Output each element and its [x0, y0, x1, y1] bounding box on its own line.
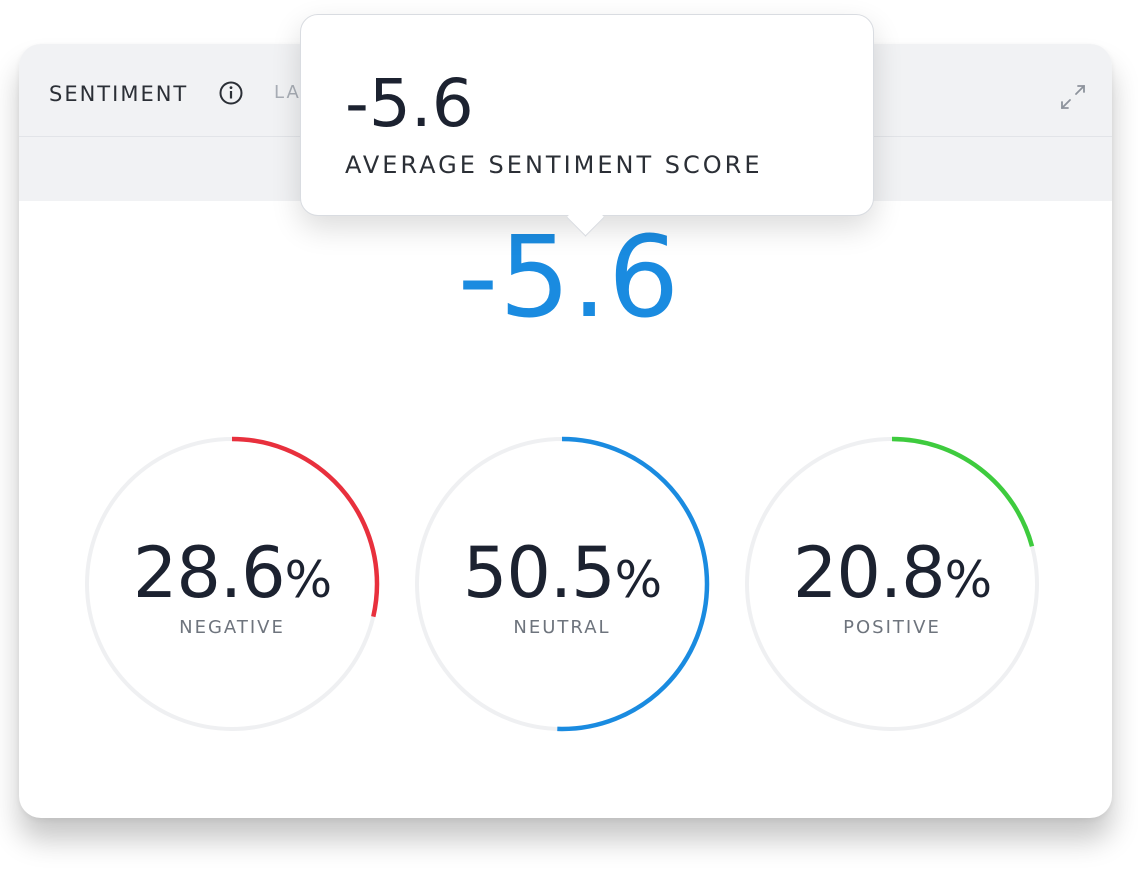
- gauge-label: POSITIVE: [843, 617, 941, 638]
- gauge-neutral: 50.5% NEUTRAL: [410, 432, 714, 736]
- gauge-value: 20.8%: [740, 538, 1044, 615]
- widget-title: SENTIMENT: [49, 82, 189, 106]
- gauge-value: 28.6%: [80, 538, 384, 615]
- average-sentiment-score: -5.6: [457, 213, 681, 343]
- gauge-unit: %: [614, 551, 663, 609]
- gauge-number: 28.6: [132, 532, 286, 614]
- gauge-arc-neutral: [414, 436, 710, 732]
- gauge-unit: %: [284, 551, 333, 609]
- tooltip-label: AVERAGE SENTIMENT SCORE: [345, 151, 763, 179]
- gauge-arc-positive: [744, 436, 1040, 732]
- gauge-label: NEGATIVE: [179, 617, 285, 638]
- widget-subtitle: LA: [274, 82, 301, 103]
- average-score-tooltip: -5.6 AVERAGE SENTIMENT SCORE: [300, 14, 874, 237]
- gauge-arc-negative: [84, 436, 380, 732]
- expand-icon[interactable]: [1056, 80, 1090, 114]
- gauge-positive: 20.8% POSITIVE: [740, 432, 1044, 736]
- gauge-label: NEUTRAL: [513, 617, 611, 638]
- gauge-number: 20.8: [792, 532, 946, 614]
- gauge-value: 50.5%: [410, 538, 714, 615]
- tooltip-value: -5.6: [345, 65, 474, 142]
- gauge-number: 50.5: [462, 532, 616, 614]
- gauge-unit: %: [944, 551, 993, 609]
- gauge-negative: 28.6% NEGATIVE: [80, 432, 384, 736]
- info-icon[interactable]: [218, 80, 244, 106]
